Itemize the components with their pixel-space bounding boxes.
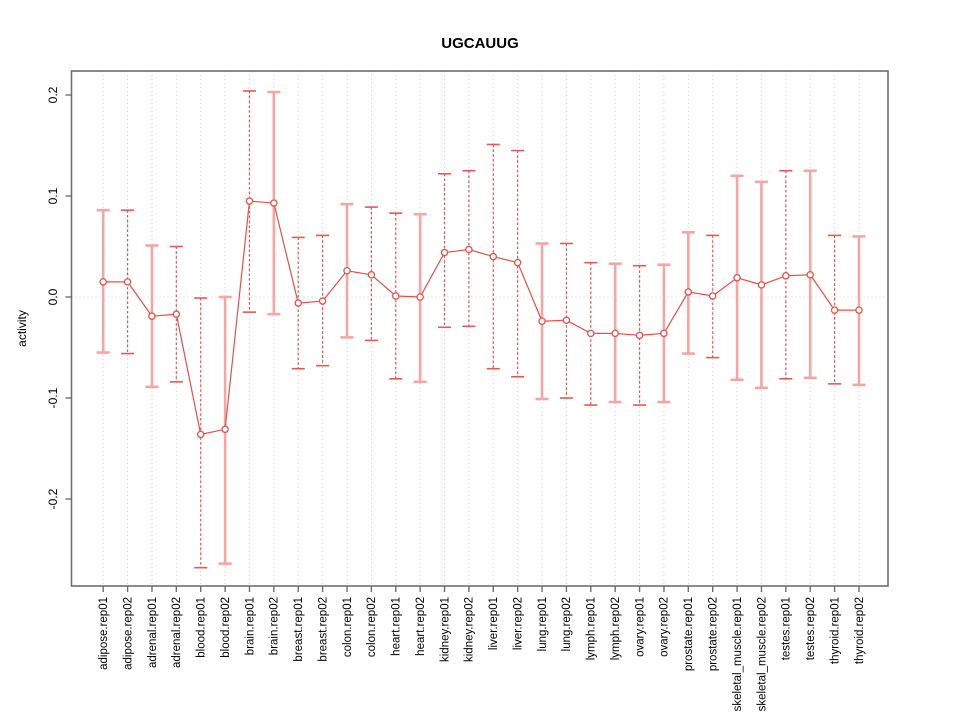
x-tick-label: adipose.rep02	[122, 597, 134, 670]
data-point	[270, 199, 278, 207]
data-point	[221, 425, 229, 434]
series-line	[103, 200, 859, 436]
x-tick-label: lymph.rep02	[610, 597, 622, 660]
x-tick-label: skeletal_muscle.rep01	[732, 597, 744, 711]
y-tick-label: -0.2	[46, 488, 60, 509]
x-tick-label: ovary.rep01	[634, 597, 646, 657]
y-tick-label: -0.1	[46, 387, 60, 408]
data-point	[172, 310, 181, 318]
x-tick-label: thyroid.rep01	[829, 597, 841, 664]
data-point	[294, 299, 302, 307]
plot-frame	[70, 70, 889, 587]
data-point	[343, 266, 351, 275]
data-point	[318, 297, 327, 305]
data-point	[196, 430, 205, 439]
x-tick-label: heart.rep02	[415, 597, 427, 656]
data-point	[782, 272, 790, 280]
x-tick-label: colon.rep02	[366, 597, 378, 657]
x-tick-label: brain.rep01	[244, 597, 256, 655]
x-tick-label: adipose.rep01	[98, 597, 110, 670]
x-tick-label: lymph.rep01	[586, 597, 598, 660]
data-point	[806, 271, 814, 279]
data-point	[562, 316, 571, 324]
chart-title: UGCAUUG	[441, 35, 519, 52]
x-tick-label: testes.rep01	[781, 597, 793, 660]
data-point	[245, 197, 254, 205]
x-tick-label: brain.rep02	[269, 597, 281, 655]
x-tick-label: lung.rep02	[561, 597, 573, 651]
data-point	[855, 306, 863, 314]
data-point	[587, 329, 595, 338]
x-tick-label: blood.rep01	[196, 597, 208, 658]
x-tick-label: prostate.rep01	[683, 597, 695, 671]
x-tick-label: skeletal_muscle.rep02	[756, 597, 768, 711]
data-point	[148, 312, 156, 320]
data-point	[123, 278, 132, 286]
x-tick-label: kidney.rep01	[439, 597, 451, 662]
data-point	[708, 292, 717, 300]
y-axis-label: activity	[15, 310, 29, 347]
data-point	[733, 274, 741, 282]
x-tick-label: breast.rep02	[317, 597, 329, 662]
data-point	[367, 271, 376, 279]
y-tick-label: 0.2	[46, 86, 60, 103]
x-tick-label: adrenal.rep02	[171, 597, 183, 668]
data-point	[99, 278, 107, 286]
data-point	[660, 329, 668, 338]
x-tick-label: colon.rep01	[342, 597, 354, 657]
data-point	[465, 245, 473, 254]
y-tick-label: 0.1	[46, 187, 60, 204]
data-point	[440, 248, 449, 257]
x-tick-label: thyroid.rep02	[854, 597, 866, 664]
data-point	[757, 281, 766, 289]
x-tick-label: ovary.rep02	[659, 597, 671, 657]
data-point	[635, 331, 644, 340]
x-tick-label: lung.rep01	[537, 597, 549, 651]
data-point	[392, 292, 400, 300]
data-point	[513, 258, 522, 267]
x-tick-label: testes.rep02	[805, 597, 817, 660]
x-tick-label: prostate.rep02	[708, 597, 720, 671]
x-tick-label: heart.rep01	[391, 597, 403, 656]
x-tick-label: adrenal.rep01	[147, 597, 159, 668]
data-point	[830, 306, 839, 314]
x-tick-label: breast.rep01	[293, 597, 305, 662]
y-tick-label: 0.0	[46, 288, 60, 305]
data-point	[416, 293, 424, 301]
x-tick-label: liver.rep02	[512, 597, 524, 650]
x-tick-label: liver.rep01	[488, 597, 500, 650]
data-point	[489, 252, 498, 261]
data-point	[684, 288, 693, 296]
data-point	[538, 317, 546, 325]
data-point	[611, 329, 619, 338]
x-tick-label: blood.rep02	[220, 597, 232, 658]
x-tick-label: kidney.rep02	[464, 597, 476, 662]
